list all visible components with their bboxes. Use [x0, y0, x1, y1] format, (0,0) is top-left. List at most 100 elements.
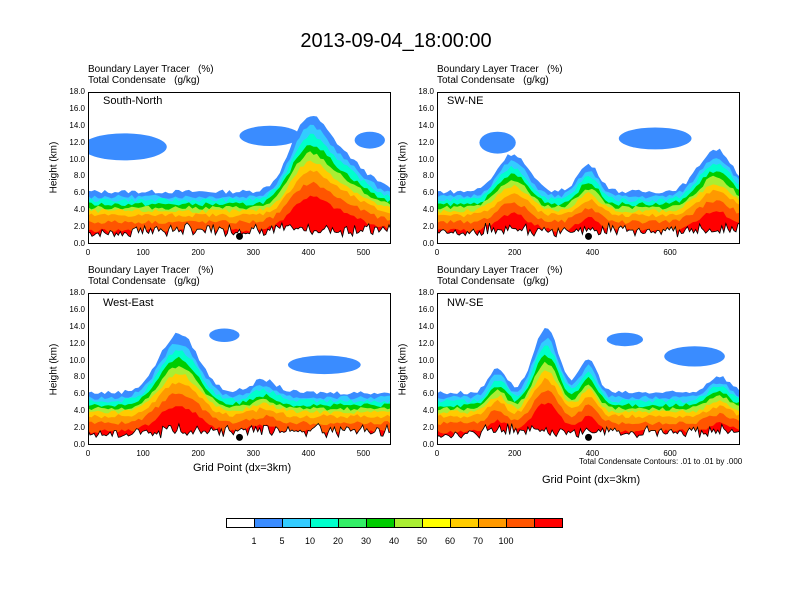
y-tick-label: 4.0 [422, 406, 434, 416]
colorbar-label: 20 [332, 536, 343, 546]
colorbar-label: 100 [498, 536, 514, 546]
y-tick-label: 14.0 [69, 120, 85, 130]
colorbar-cell [310, 518, 339, 528]
plot-sw-ne [437, 92, 740, 244]
location-marker [236, 232, 243, 240]
y-tick-label: 0.0 [422, 440, 434, 449]
y-tick-label: 10.0 [418, 154, 434, 164]
y-tick-label: 6.0 [73, 188, 85, 198]
y-tick-label: 8.0 [73, 171, 85, 181]
x-tick-label: 500 [356, 449, 371, 458]
panel-label-line2: Total Condensate (g/kg) [88, 75, 200, 86]
colorbar-label: 30 [360, 536, 371, 546]
panel-label-line1: Boundary Layer Tracer (%) [437, 64, 563, 75]
y-tick-label: 14.0 [69, 321, 85, 331]
y-tick-label: 18.0 [418, 87, 434, 96]
y-tick-label: 16.0 [69, 103, 85, 113]
y-axis-label: Height (km) [48, 343, 60, 396]
panel-name: West-East [103, 297, 154, 309]
colorbar-label: 60 [444, 536, 455, 546]
colorbar-cell [366, 518, 395, 528]
panel-label-line1: Boundary Layer Tracer (%) [88, 64, 214, 75]
panel-name: SW-NE [447, 95, 484, 107]
colorbar-label: 10 [304, 536, 315, 546]
colorbar: 1 5 10 20 30 40 50 60 70 100 [226, 518, 563, 546]
panel-label-line2: Total Condensate (g/kg) [88, 276, 200, 287]
y-tick-label: 12.0 [69, 137, 85, 147]
colorbar-cell [422, 518, 451, 528]
y-tick-label: 0.0 [422, 239, 434, 248]
x-tick-label: 600 [663, 248, 677, 257]
x-tick-label: 200 [191, 449, 205, 458]
y-tick-label: 4.0 [73, 406, 85, 416]
colorbar-label: 5 [279, 536, 285, 546]
y-tick-label: 2.0 [73, 222, 85, 232]
colorbar-cell [338, 518, 367, 528]
x-tick-label: 0 [434, 248, 440, 257]
upper-cloud [88, 133, 167, 161]
colorbar-cell [534, 518, 563, 528]
x-tick-label: 400 [585, 248, 600, 257]
x-tick-label: 400 [301, 449, 316, 458]
x-tick-label: 200 [191, 248, 205, 257]
plot-south-north [88, 92, 391, 244]
upper-cloud [479, 131, 516, 154]
plot-frame [437, 92, 740, 244]
colorbar-label: 40 [388, 536, 399, 546]
colorbar-label: 70 [472, 536, 483, 546]
panel-label-line1: Boundary Layer Tracer (%) [437, 265, 563, 276]
plot-nw-se [437, 293, 740, 445]
x-tick-label: 100 [136, 248, 150, 257]
upper-cloud [209, 328, 240, 342]
y-tick-label: 6.0 [73, 389, 85, 399]
y-tick-label: 14.0 [418, 120, 434, 130]
upper-cloud [606, 332, 644, 347]
x-tick-label: 300 [246, 248, 260, 257]
plot-frame [437, 293, 740, 445]
panel-label-line2: Total Condensate (g/kg) [437, 75, 549, 86]
x-tick-label: 600 [663, 449, 677, 458]
y-tick-label: 14.0 [418, 321, 434, 331]
x-tick-label: 500 [356, 248, 371, 257]
panel-label-line1: Boundary Layer Tracer (%) [88, 265, 214, 276]
y-tick-label: 8.0 [422, 372, 434, 382]
y-tick-label: 16.0 [69, 304, 85, 314]
x-tick-label: 400 [301, 248, 316, 257]
y-axis-label: Height (km) [48, 141, 60, 194]
plot-frame [88, 92, 391, 244]
panel-name: South-North [103, 95, 163, 107]
colorbar-cell [394, 518, 423, 528]
location-marker [585, 232, 592, 240]
y-tick-label: 2.0 [73, 423, 85, 433]
y-tick-label: 18.0 [69, 87, 85, 96]
y-tick-label: 12.0 [418, 338, 434, 348]
y-tick-label: 0.0 [73, 239, 85, 248]
panel-name: NW-SE [447, 297, 484, 309]
y-tick-label: 10.0 [69, 355, 85, 365]
x-tick-label: 400 [585, 449, 600, 458]
upper-cloud [664, 346, 725, 367]
y-tick-label: 12.0 [418, 137, 434, 147]
colorbar-cell [282, 518, 311, 528]
y-tick-label: 0.0 [73, 440, 85, 449]
upper-cloud [239, 125, 301, 147]
x-tick-label: 0 [85, 248, 91, 257]
y-tick-label: 6.0 [422, 188, 434, 198]
y-tick-label: 16.0 [418, 304, 434, 314]
colorbar-label: 1 [251, 536, 257, 546]
x-tick-label: 0 [85, 449, 91, 458]
y-tick-label: 12.0 [69, 338, 85, 348]
y-axis-label: Height (km) [397, 141, 409, 194]
location-marker [236, 433, 243, 441]
y-tick-label: 18.0 [69, 288, 85, 297]
x-axis-label: Grid Point (dx=3km) [193, 462, 292, 474]
colorbar-cell [450, 518, 479, 528]
y-tick-label: 4.0 [73, 205, 85, 215]
plot-frame [88, 293, 391, 445]
plot-west-east [88, 293, 391, 445]
x-tick-label: 200 [508, 449, 522, 458]
x-tick-label: 0 [434, 449, 440, 458]
y-tick-label: 16.0 [418, 103, 434, 113]
y-tick-label: 8.0 [73, 372, 85, 382]
y-tick-label: 6.0 [422, 389, 434, 399]
